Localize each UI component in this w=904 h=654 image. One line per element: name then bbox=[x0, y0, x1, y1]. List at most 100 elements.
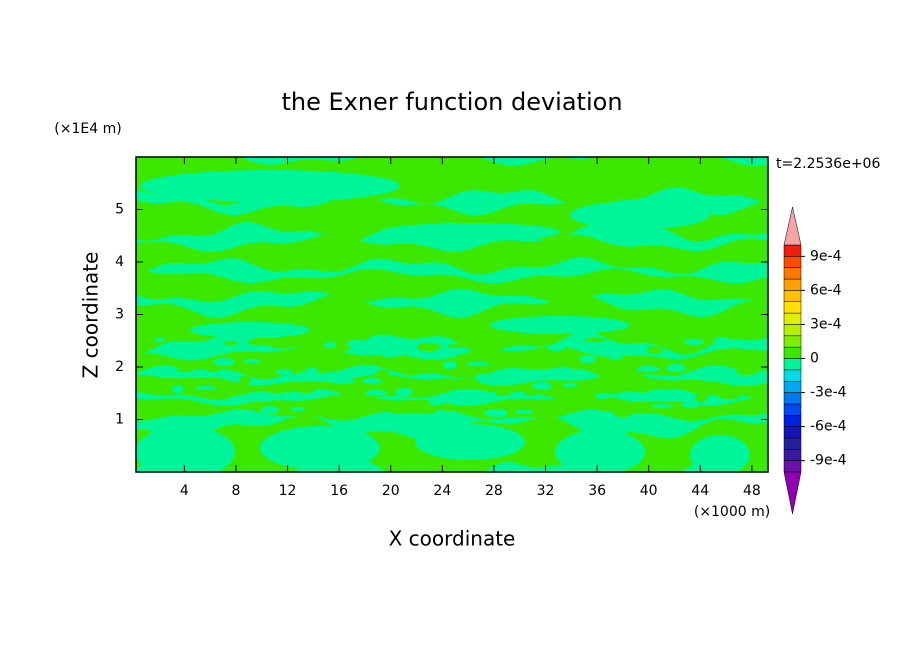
colorbar-tick-label: -3e-4 bbox=[810, 385, 847, 401]
contour-region bbox=[258, 394, 274, 402]
colorbar-segment bbox=[783, 256, 802, 268]
contour-region bbox=[595, 393, 609, 399]
colorbar-extend bbox=[783, 471, 802, 515]
contour-region bbox=[543, 365, 555, 369]
contour-region bbox=[161, 405, 181, 411]
contour-region bbox=[261, 406, 279, 414]
contour-region bbox=[414, 406, 436, 414]
colorbar-segment bbox=[783, 392, 802, 405]
contour-region bbox=[447, 344, 467, 348]
contour-region bbox=[332, 380, 356, 384]
contour-region bbox=[190, 322, 310, 338]
contour-region bbox=[584, 338, 606, 342]
colorbar-segment bbox=[783, 449, 802, 461]
contour-region bbox=[358, 398, 372, 402]
contour-region bbox=[490, 316, 630, 334]
colorbar-tick-label: -6e-4 bbox=[810, 419, 847, 435]
colorbar-extend bbox=[783, 206, 802, 246]
y-tick-label: 3 bbox=[115, 307, 124, 323]
contour-region bbox=[328, 397, 346, 405]
colorbar-segment bbox=[783, 244, 802, 257]
contour-region bbox=[154, 338, 166, 342]
contour-region bbox=[662, 384, 676, 390]
contour-region bbox=[466, 362, 490, 366]
contour-region bbox=[415, 424, 525, 460]
chart-title: the Exner function deviation bbox=[281, 88, 622, 116]
contour-region bbox=[224, 341, 238, 345]
contour-region bbox=[417, 343, 441, 351]
contour-region bbox=[295, 387, 315, 393]
contour-region bbox=[391, 408, 403, 414]
contour-region bbox=[376, 370, 390, 378]
contour-region bbox=[610, 356, 622, 360]
contour-region bbox=[555, 430, 645, 472]
colorbar-tick-label: -9e-4 bbox=[810, 453, 847, 469]
contour-region bbox=[247, 339, 271, 345]
contour-region bbox=[714, 337, 730, 345]
x-tick-label: 20 bbox=[382, 483, 400, 499]
contour-region bbox=[228, 396, 248, 402]
contour-region bbox=[136, 294, 768, 355]
y-tick-label: 1 bbox=[115, 412, 124, 428]
contour-region bbox=[239, 376, 251, 384]
colorbar-tick-label: 3e-4 bbox=[810, 316, 842, 332]
contour-region bbox=[618, 391, 642, 399]
contour-region bbox=[136, 394, 768, 421]
contour-region bbox=[443, 361, 457, 369]
contour-region bbox=[510, 352, 524, 360]
contour-region bbox=[570, 201, 710, 229]
contour-region bbox=[599, 373, 619, 381]
contour-region bbox=[733, 355, 753, 363]
contour-region bbox=[380, 353, 400, 357]
colorbar-segment bbox=[783, 335, 802, 348]
contour-region bbox=[525, 390, 537, 396]
contour-region bbox=[343, 360, 359, 366]
y-tick-label: 5 bbox=[115, 202, 124, 218]
contour-region bbox=[480, 354, 498, 360]
contour-region bbox=[209, 378, 225, 384]
contour-region bbox=[136, 234, 768, 275]
colorbar-segment bbox=[783, 278, 802, 291]
contour-region bbox=[629, 374, 645, 378]
colorbar-tick-label: 0 bbox=[810, 351, 819, 367]
x-tick-label: 48 bbox=[743, 483, 761, 499]
colorbar-segment bbox=[783, 403, 802, 416]
contour-region bbox=[410, 351, 426, 357]
contour-region bbox=[313, 362, 333, 366]
colorbar-segment bbox=[783, 380, 802, 393]
contour-region bbox=[577, 343, 591, 351]
colorbar-segment bbox=[783, 358, 802, 371]
x-tick-label: 4 bbox=[180, 483, 189, 499]
contour-region bbox=[213, 358, 235, 366]
contour-region bbox=[718, 395, 740, 399]
colorbar-segment bbox=[783, 324, 802, 337]
contour-region bbox=[666, 364, 686, 372]
contour-region bbox=[276, 369, 292, 375]
contour-region bbox=[484, 409, 508, 417]
contour-region bbox=[291, 407, 305, 411]
contour-region bbox=[180, 348, 204, 354]
contour-region bbox=[681, 402, 699, 408]
colorbar-segment bbox=[783, 426, 802, 439]
contour-region bbox=[677, 347, 689, 351]
colorbar-segment bbox=[783, 301, 802, 314]
contour-region bbox=[399, 371, 423, 375]
colorbar-segment bbox=[783, 369, 802, 382]
contour-region bbox=[566, 363, 588, 369]
colorbar-segment bbox=[783, 312, 802, 325]
contour-region bbox=[690, 435, 750, 472]
contour-region bbox=[736, 367, 758, 375]
x-tick-label: 8 bbox=[231, 483, 240, 499]
x-tick-label: 40 bbox=[640, 483, 658, 499]
contour-region bbox=[365, 390, 387, 396]
x-tick-label: 36 bbox=[588, 483, 606, 499]
colorbar-segment bbox=[783, 460, 802, 473]
contour-region bbox=[684, 339, 704, 345]
contour-region bbox=[176, 368, 194, 372]
contour-region bbox=[462, 379, 480, 387]
contour-region bbox=[532, 382, 552, 390]
contour-region bbox=[191, 403, 207, 411]
y-tick-label: 4 bbox=[115, 254, 124, 270]
contour-region bbox=[495, 392, 511, 396]
